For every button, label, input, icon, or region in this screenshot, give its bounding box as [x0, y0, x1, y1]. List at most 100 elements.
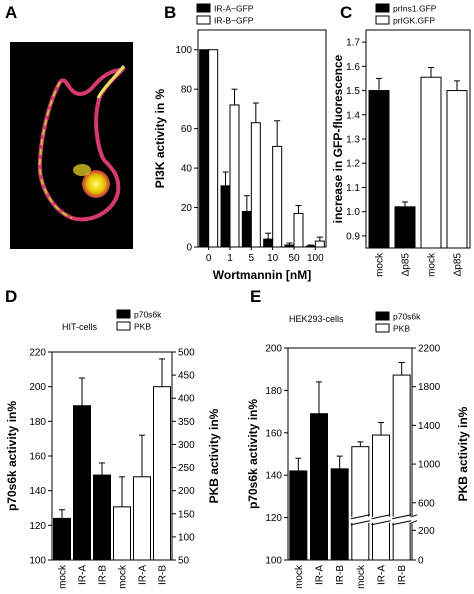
legend-label: prIGK.GFP [393, 16, 435, 26]
bar-prIGK.GFP [420, 76, 442, 249]
category-label: 100 [307, 253, 324, 264]
y-tick-label: 40 [181, 164, 193, 175]
y-tick-label: 1.0 [346, 207, 360, 218]
category-label: mock [118, 564, 129, 589]
y-tick-label: 180 [29, 417, 46, 428]
legend-swatch-prIGK.GFP [375, 15, 390, 25]
bar-PKB [113, 506, 131, 561]
y-tick-label: 100 [265, 556, 282, 567]
y-tick-label: 140 [265, 471, 282, 482]
bar-IR-B~GFP [250, 122, 261, 248]
bar-IR-A~GFP [284, 244, 295, 248]
y2-tick-label: 200 [418, 526, 435, 537]
category-label: mock [375, 252, 386, 277]
y2-axis-label: PKB activity in% [456, 406, 470, 501]
legend-label: IR-A~GFP [214, 4, 254, 14]
bar-break-mark [371, 514, 391, 520]
panel-letter-b: B [164, 3, 176, 22]
bar-break-mark [350, 520, 370, 526]
category-label: 1 [227, 253, 233, 264]
chart-b: 0 20 40 60 80 100 0 1 5 10 50 100 Wortmannin [nM] PI3… [153, 3, 327, 282]
bar-prIns1.GFP [368, 90, 390, 249]
category-label: mock [294, 564, 305, 589]
legend-swatch-PKB [375, 323, 390, 333]
category-label: Δp85 [401, 253, 412, 277]
y-tick-label: 220 [29, 348, 46, 359]
y2-tick-label: 2200 [418, 344, 441, 355]
y-tick-label: 100 [29, 556, 46, 567]
chart-e: 100 120 140 160 180 200 0 200 600 1000 1400 1800 220… [246, 311, 470, 589]
legend-swatch-p70s6k [375, 311, 390, 321]
chart-c: 0.9 1.0 1.1 1.2 1.3 1.4 1.5 1.6 1.7 mock Δp85 mock Δ… [331, 3, 471, 277]
y2-tick-label: 350 [178, 417, 195, 428]
y-tick-label: 1.1 [346, 183, 360, 194]
y-tick-label: 120 [265, 513, 282, 524]
category-label: mock [356, 564, 367, 589]
bar-PKB [372, 434, 390, 561]
bar-p70s6k [310, 413, 328, 561]
category-label: IR-A [377, 565, 388, 585]
y-axis-label: PI3K activity in % [153, 88, 167, 188]
panel-letter-a: A [5, 3, 17, 22]
panel-letter-c: C [340, 3, 352, 22]
category-label: mock [427, 252, 438, 277]
legend-label: PKB [393, 324, 410, 334]
panel-letter-e: E [250, 287, 261, 306]
bar-IR-A~GFP [220, 185, 231, 248]
y2-tick-label: 1000 [418, 460, 441, 471]
y-tick-label: 1.6 [346, 62, 360, 73]
legend-swatch-prIns1.GFP [375, 3, 390, 13]
category-label: Δp85 [453, 253, 464, 277]
cell-type-annotation: HIT-cells [62, 322, 98, 332]
legend-swatch-PKB [116, 321, 131, 331]
micrograph [10, 42, 133, 249]
legend-swatch-IR-B~GFP [196, 15, 211, 25]
cell-nucleus [82, 170, 110, 198]
category-label: 0 [206, 253, 212, 264]
y2-axis-label: PKB activity in% [207, 408, 221, 503]
legend-swatch-p70s6k [116, 309, 131, 319]
y-tick-label: 100 [175, 45, 192, 56]
bar-prIGK.GFP [446, 90, 468, 249]
y2-tick-label: 250 [178, 463, 195, 474]
y-tick-label: 160 [29, 452, 46, 463]
bar-break-mark [392, 520, 412, 526]
category-label: IR-B [397, 565, 408, 585]
bar-p70s6k [289, 470, 308, 561]
cell-process [96, 65, 126, 99]
y2-tick-label: 400 [178, 394, 195, 405]
y-tick-label: 60 [181, 124, 193, 135]
bar-PKB [133, 476, 151, 561]
y2-tick-label: 600 [418, 498, 435, 509]
bar-PKB [153, 386, 171, 561]
bar-break-gap [371, 516, 391, 523]
bar-p70s6k [73, 405, 91, 561]
category-label: IR-A [78, 565, 89, 585]
y-tick-label: 80 [181, 85, 193, 96]
cell-spot [73, 164, 91, 176]
y-tick-label: 1.5 [346, 86, 360, 97]
y-axis-label: increase in GFP-fluorescence [331, 54, 345, 223]
y-axis-label: p70s6k activity in% [246, 399, 260, 509]
legend-swatch-IR-A~GFP [196, 3, 211, 13]
x-axis-label: Wortmannin [nM] [213, 268, 311, 282]
bar-PKB [392, 374, 411, 561]
bar-IR-A~GFP [263, 238, 274, 248]
y-tick-label: 120 [29, 521, 46, 532]
y-tick-label: 1.4 [346, 110, 360, 121]
y-tick-label: 1.2 [346, 159, 360, 170]
category-label: IR-A [138, 565, 149, 585]
bar-break-gap [392, 516, 412, 523]
legend-label: p70s6k [134, 310, 162, 320]
category-label: IR-B [335, 565, 346, 585]
bar-IR-B~GFP [208, 49, 219, 248]
legend-label: PKB [134, 322, 151, 332]
plot-frame-b [197, 29, 327, 248]
y2-tick-label: 300 [178, 440, 195, 451]
bar-break-gap [350, 516, 370, 523]
y2-tick-label: 100 [178, 532, 195, 543]
bar-p70s6k [330, 468, 349, 561]
bar-prIns1.GFP [394, 206, 416, 249]
y2-tick-label: 200 [178, 486, 195, 497]
